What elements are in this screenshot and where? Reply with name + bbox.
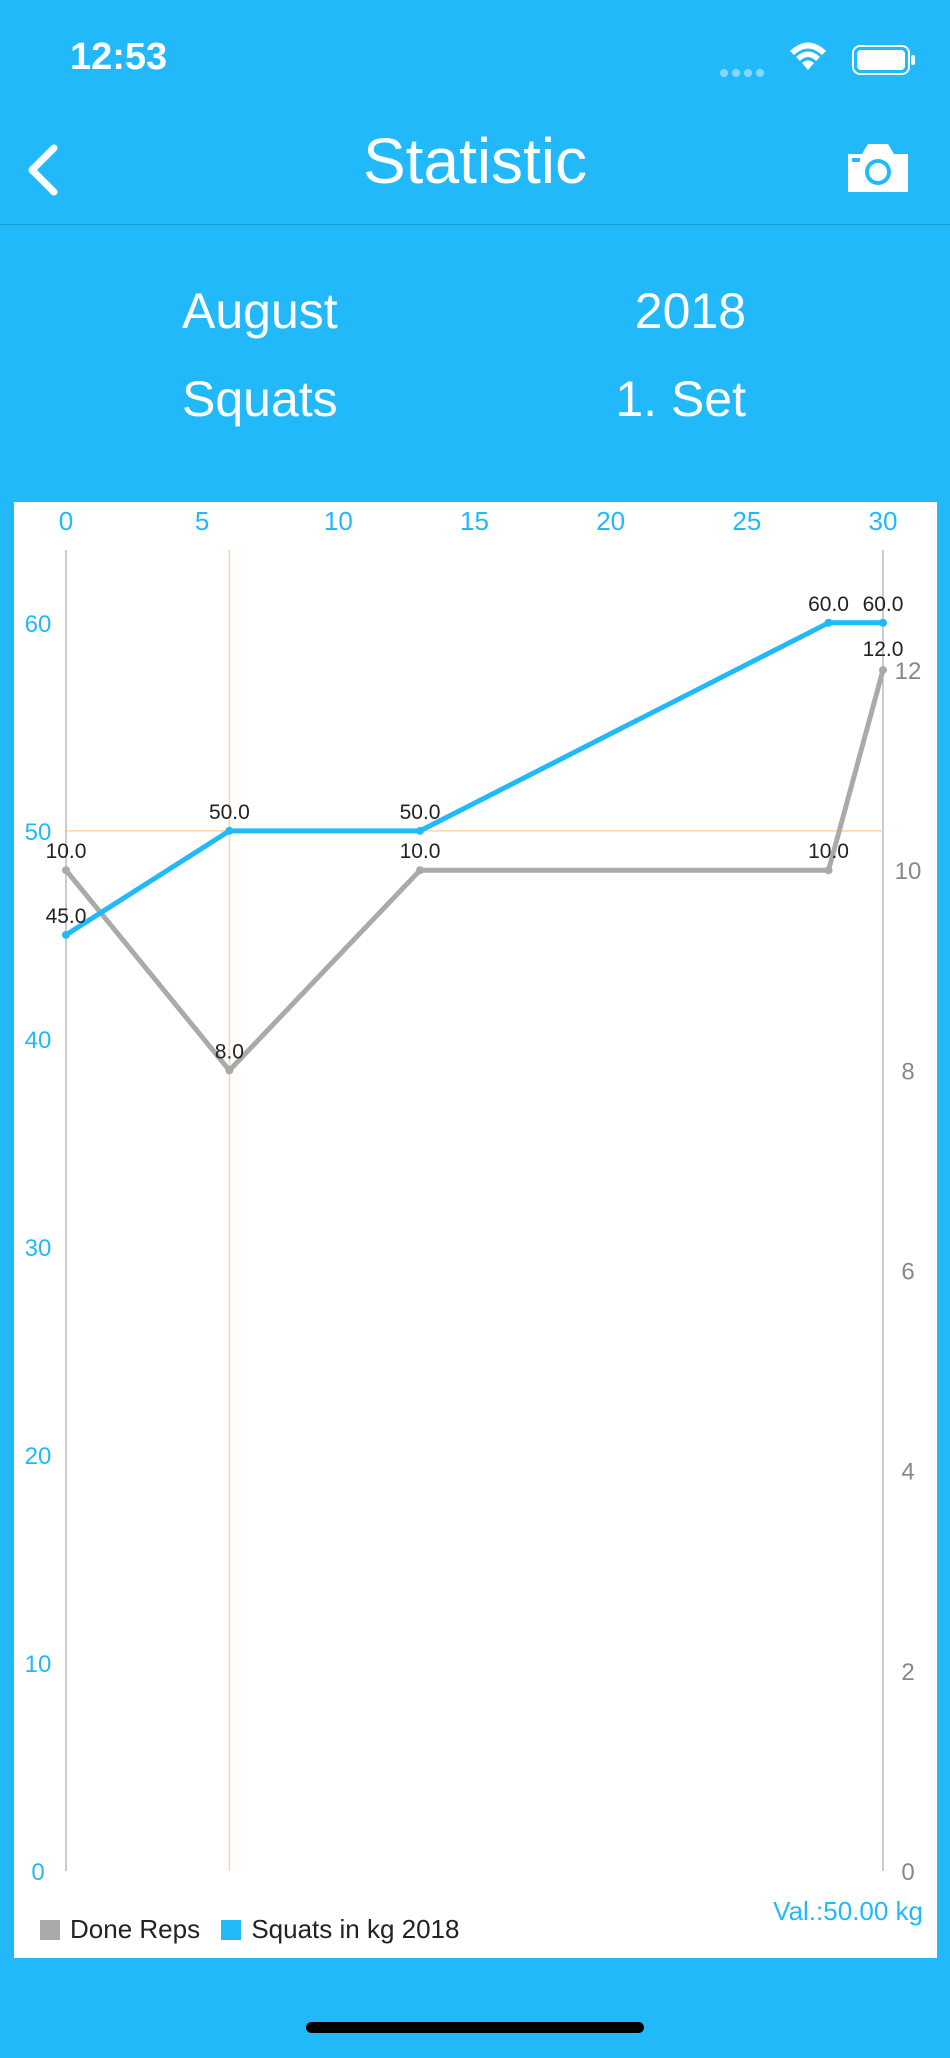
chart-legend: Done Reps Squats in kg 2018 (40, 1914, 473, 1945)
data-label-weight-4: 60.0 (863, 593, 904, 616)
exercise-row: Squats 1. Set (0, 370, 950, 440)
set-selector[interactable]: 1. Set (615, 371, 746, 427)
legend-item-reps: Done Reps (40, 1914, 200, 1945)
x-tick-label-1: 5 (195, 506, 209, 536)
series-line-weight (64, 620, 883, 937)
series-line-reps (64, 669, 886, 1073)
data-label-reps-1: 8.0 (215, 1040, 244, 1063)
y-right-tick-label-6: 12 (895, 658, 922, 685)
data-label-weight-1: 50.0 (209, 801, 250, 824)
chart-card[interactable]: 0 5 10 15 20 25 30 0 10 20 30 40 50 60 0 2 4 6 8 10 12 10.0 8.… (14, 502, 937, 1958)
month-selector[interactable]: August (182, 283, 338, 339)
data-label-reps-3: 10.0 (808, 840, 849, 863)
y-right-tick-label-2: 4 (901, 1459, 914, 1486)
y-right-tick-label-1: 2 (901, 1659, 914, 1686)
data-point-weight-1 (225, 826, 234, 835)
wifi-icon (790, 42, 826, 70)
data-label-weight-2: 50.0 (400, 801, 441, 824)
battery-icon (852, 45, 915, 75)
legend-item-weight: Squats in kg 2018 (221, 1914, 459, 1945)
data-label-weight-0: 45.0 (46, 905, 87, 928)
y-right-tick-label-4: 8 (901, 1058, 914, 1085)
status-time: 12:53 (70, 36, 168, 78)
data-point-reps-3 (824, 866, 833, 875)
data-point-weight-4 (879, 618, 887, 627)
x-tick-label-3: 15 (460, 506, 489, 536)
date-row: August 2018 (0, 282, 950, 352)
page-title: Statistic (362, 125, 588, 197)
highlight-value-label: Val.:50.00 kg (773, 1896, 923, 1926)
y-left-tick-label-2: 20 (25, 1443, 52, 1470)
data-label-weight-3: 60.0 (808, 593, 849, 616)
y-left-tick-label-6: 60 (25, 611, 52, 638)
y-right-tick-label-3: 6 (901, 1259, 914, 1286)
data-point-weight-3 (824, 618, 833, 627)
data-point-reps-4 (879, 666, 887, 675)
x-tick-label-6: 30 (869, 506, 898, 536)
data-label-reps-0: 10.0 (46, 840, 87, 863)
data-point-reps-2 (416, 866, 425, 875)
data-label-reps-4: 12.0 (863, 638, 904, 661)
y-right-tick-label-0: 0 (901, 1859, 914, 1886)
status-bar: 12:53 (0, 0, 950, 110)
data-point-weight-0 (62, 930, 70, 939)
home-indicator[interactable] (306, 2022, 644, 2033)
back-button[interactable] (18, 140, 72, 200)
y-left-tick-label-4: 40 (25, 1027, 52, 1054)
legend-label-weight: Squats in kg 2018 (251, 1914, 460, 1944)
x-tick-label-0: 0 (59, 506, 73, 536)
camera-icon (848, 144, 908, 192)
x-tick-label-2: 10 (324, 506, 353, 536)
data-label-reps-2: 10.0 (400, 840, 441, 863)
navigation-bar: Statistic (0, 110, 950, 225)
data-point-weight-2 (416, 826, 425, 835)
chevron-left-icon (28, 144, 58, 196)
year-selector[interactable]: 2018 (634, 283, 746, 339)
y-right-tick-label-5: 10 (895, 858, 922, 885)
y-left-tick-label-3: 30 (25, 1235, 52, 1262)
exercise-selector[interactable]: Squats (182, 371, 338, 427)
y-left-tick-label-1: 10 (25, 1651, 52, 1678)
statistic-chart[interactable]: 0 5 10 15 20 25 30 0 10 20 30 40 50 60 0 2 4 6 8 10 12 10.0 8.… (14, 502, 937, 1958)
x-tick-label-4: 20 (596, 506, 625, 536)
status-icons (716, 40, 916, 80)
x-tick-label-5: 25 (732, 506, 761, 536)
y-left-tick-label-5: 50 (25, 819, 52, 846)
legend-label-reps: Done Reps (70, 1914, 201, 1944)
data-point-reps-0 (62, 866, 70, 875)
y-left-tick-label-0: 0 (31, 1859, 44, 1886)
data-point-reps-1 (225, 1066, 234, 1075)
legend-swatch-weight (221, 1920, 242, 1940)
camera-button[interactable] (844, 140, 912, 196)
cellular-signal-icon (720, 64, 768, 82)
legend-swatch-reps (40, 1920, 60, 1940)
